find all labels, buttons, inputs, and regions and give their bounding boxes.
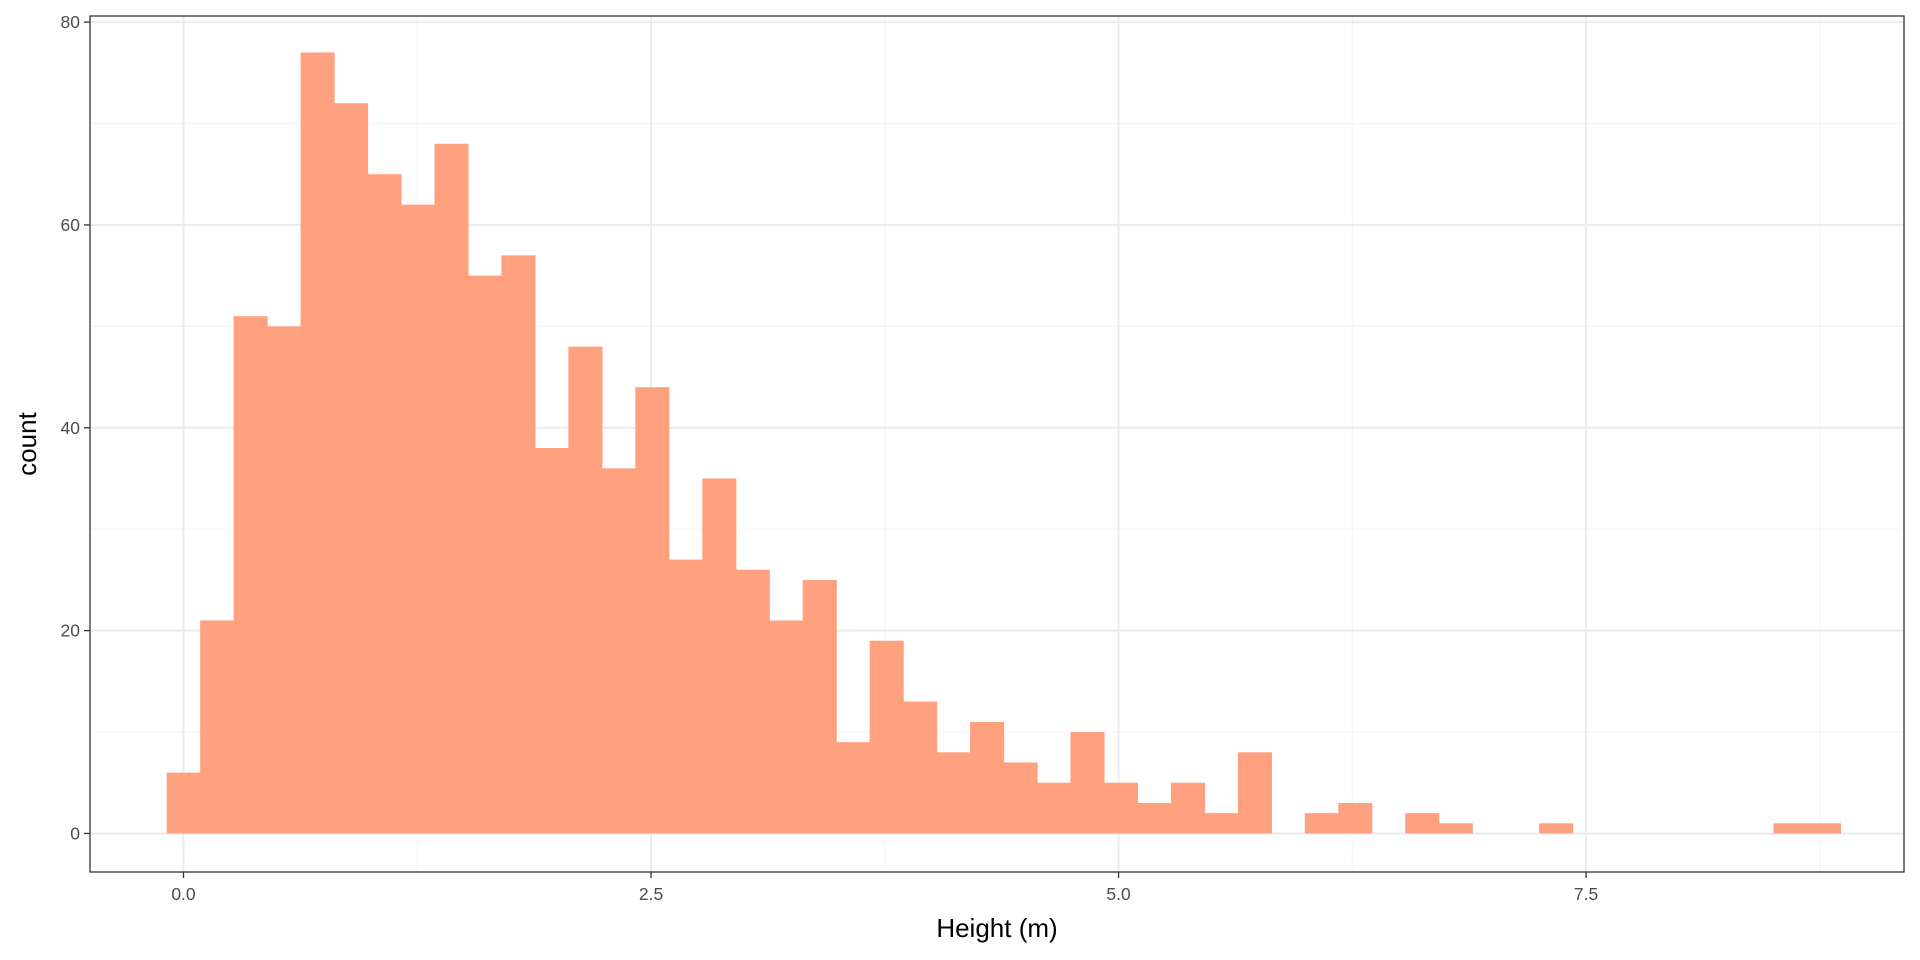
- panel-border: [89, 15, 1905, 873]
- histogram-bar: [233, 316, 268, 834]
- histogram-bar: [400, 204, 436, 834]
- x-tick-label: 0.0: [171, 884, 196, 904]
- x-axis-title: Height (m): [936, 913, 1057, 943]
- histogram-bar: [1806, 823, 1842, 834]
- histogram-bar: [1137, 803, 1172, 834]
- histogram-bar: [1773, 823, 1808, 834]
- x-tick-label: 7.5: [1574, 884, 1598, 904]
- histogram-bar: [200, 620, 235, 834]
- histogram-bar: [1438, 823, 1473, 834]
- histogram-bar: [1204, 813, 1239, 834]
- histogram-bar: [635, 387, 670, 834]
- histogram-bar: [836, 742, 871, 834]
- histogram-bar: [1338, 803, 1373, 834]
- histogram-bar: [936, 752, 971, 834]
- histogram-bar: [1003, 762, 1038, 834]
- histogram-bar: [1103, 782, 1139, 834]
- histogram-bar: [802, 579, 837, 834]
- y-tick-label: 20: [61, 621, 81, 641]
- histogram-bars: [166, 52, 1842, 834]
- histogram-bar: [1070, 732, 1105, 834]
- histogram-bar: [1539, 823, 1574, 834]
- y-tick-label: 60: [61, 215, 81, 235]
- histogram-bar: [769, 620, 804, 834]
- histogram-bar: [1170, 782, 1205, 834]
- histogram-bar: [300, 52, 335, 834]
- histogram-bar: [735, 569, 770, 834]
- histogram-bar: [467, 275, 503, 834]
- y-tick-label: 40: [61, 418, 81, 438]
- histogram-bar: [702, 478, 737, 834]
- histogram-bar: [903, 701, 938, 834]
- histogram-bar: [267, 326, 302, 834]
- y-axis-title: count: [12, 411, 42, 475]
- histogram-bar: [568, 346, 603, 834]
- histogram-bar: [1037, 782, 1072, 834]
- histogram-bar: [869, 640, 904, 834]
- x-axis-ticks: 0.0 2.5 5.0 7.5: [171, 872, 1598, 904]
- y-tick-label: 80: [61, 12, 81, 32]
- x-tick-label: 5.0: [1106, 884, 1131, 904]
- histogram-bar: [1405, 813, 1440, 834]
- histogram-bar: [970, 721, 1005, 834]
- x-tick-label: 2.5: [639, 884, 663, 904]
- histogram-bar: [501, 255, 536, 834]
- histogram-bar: [166, 772, 201, 834]
- histogram-bar: [601, 468, 636, 834]
- histogram-bar: [534, 448, 569, 834]
- histogram-bar: [668, 559, 703, 834]
- histogram-bar: [334, 103, 369, 834]
- histogram-bar: [367, 174, 402, 834]
- histogram-bar: [1304, 813, 1339, 834]
- histogram-bar: [434, 143, 469, 834]
- y-tick-label: 0: [70, 823, 80, 843]
- y-axis-ticks: 0 20 40 60 80: [61, 12, 90, 843]
- histogram-bar: [1237, 752, 1272, 834]
